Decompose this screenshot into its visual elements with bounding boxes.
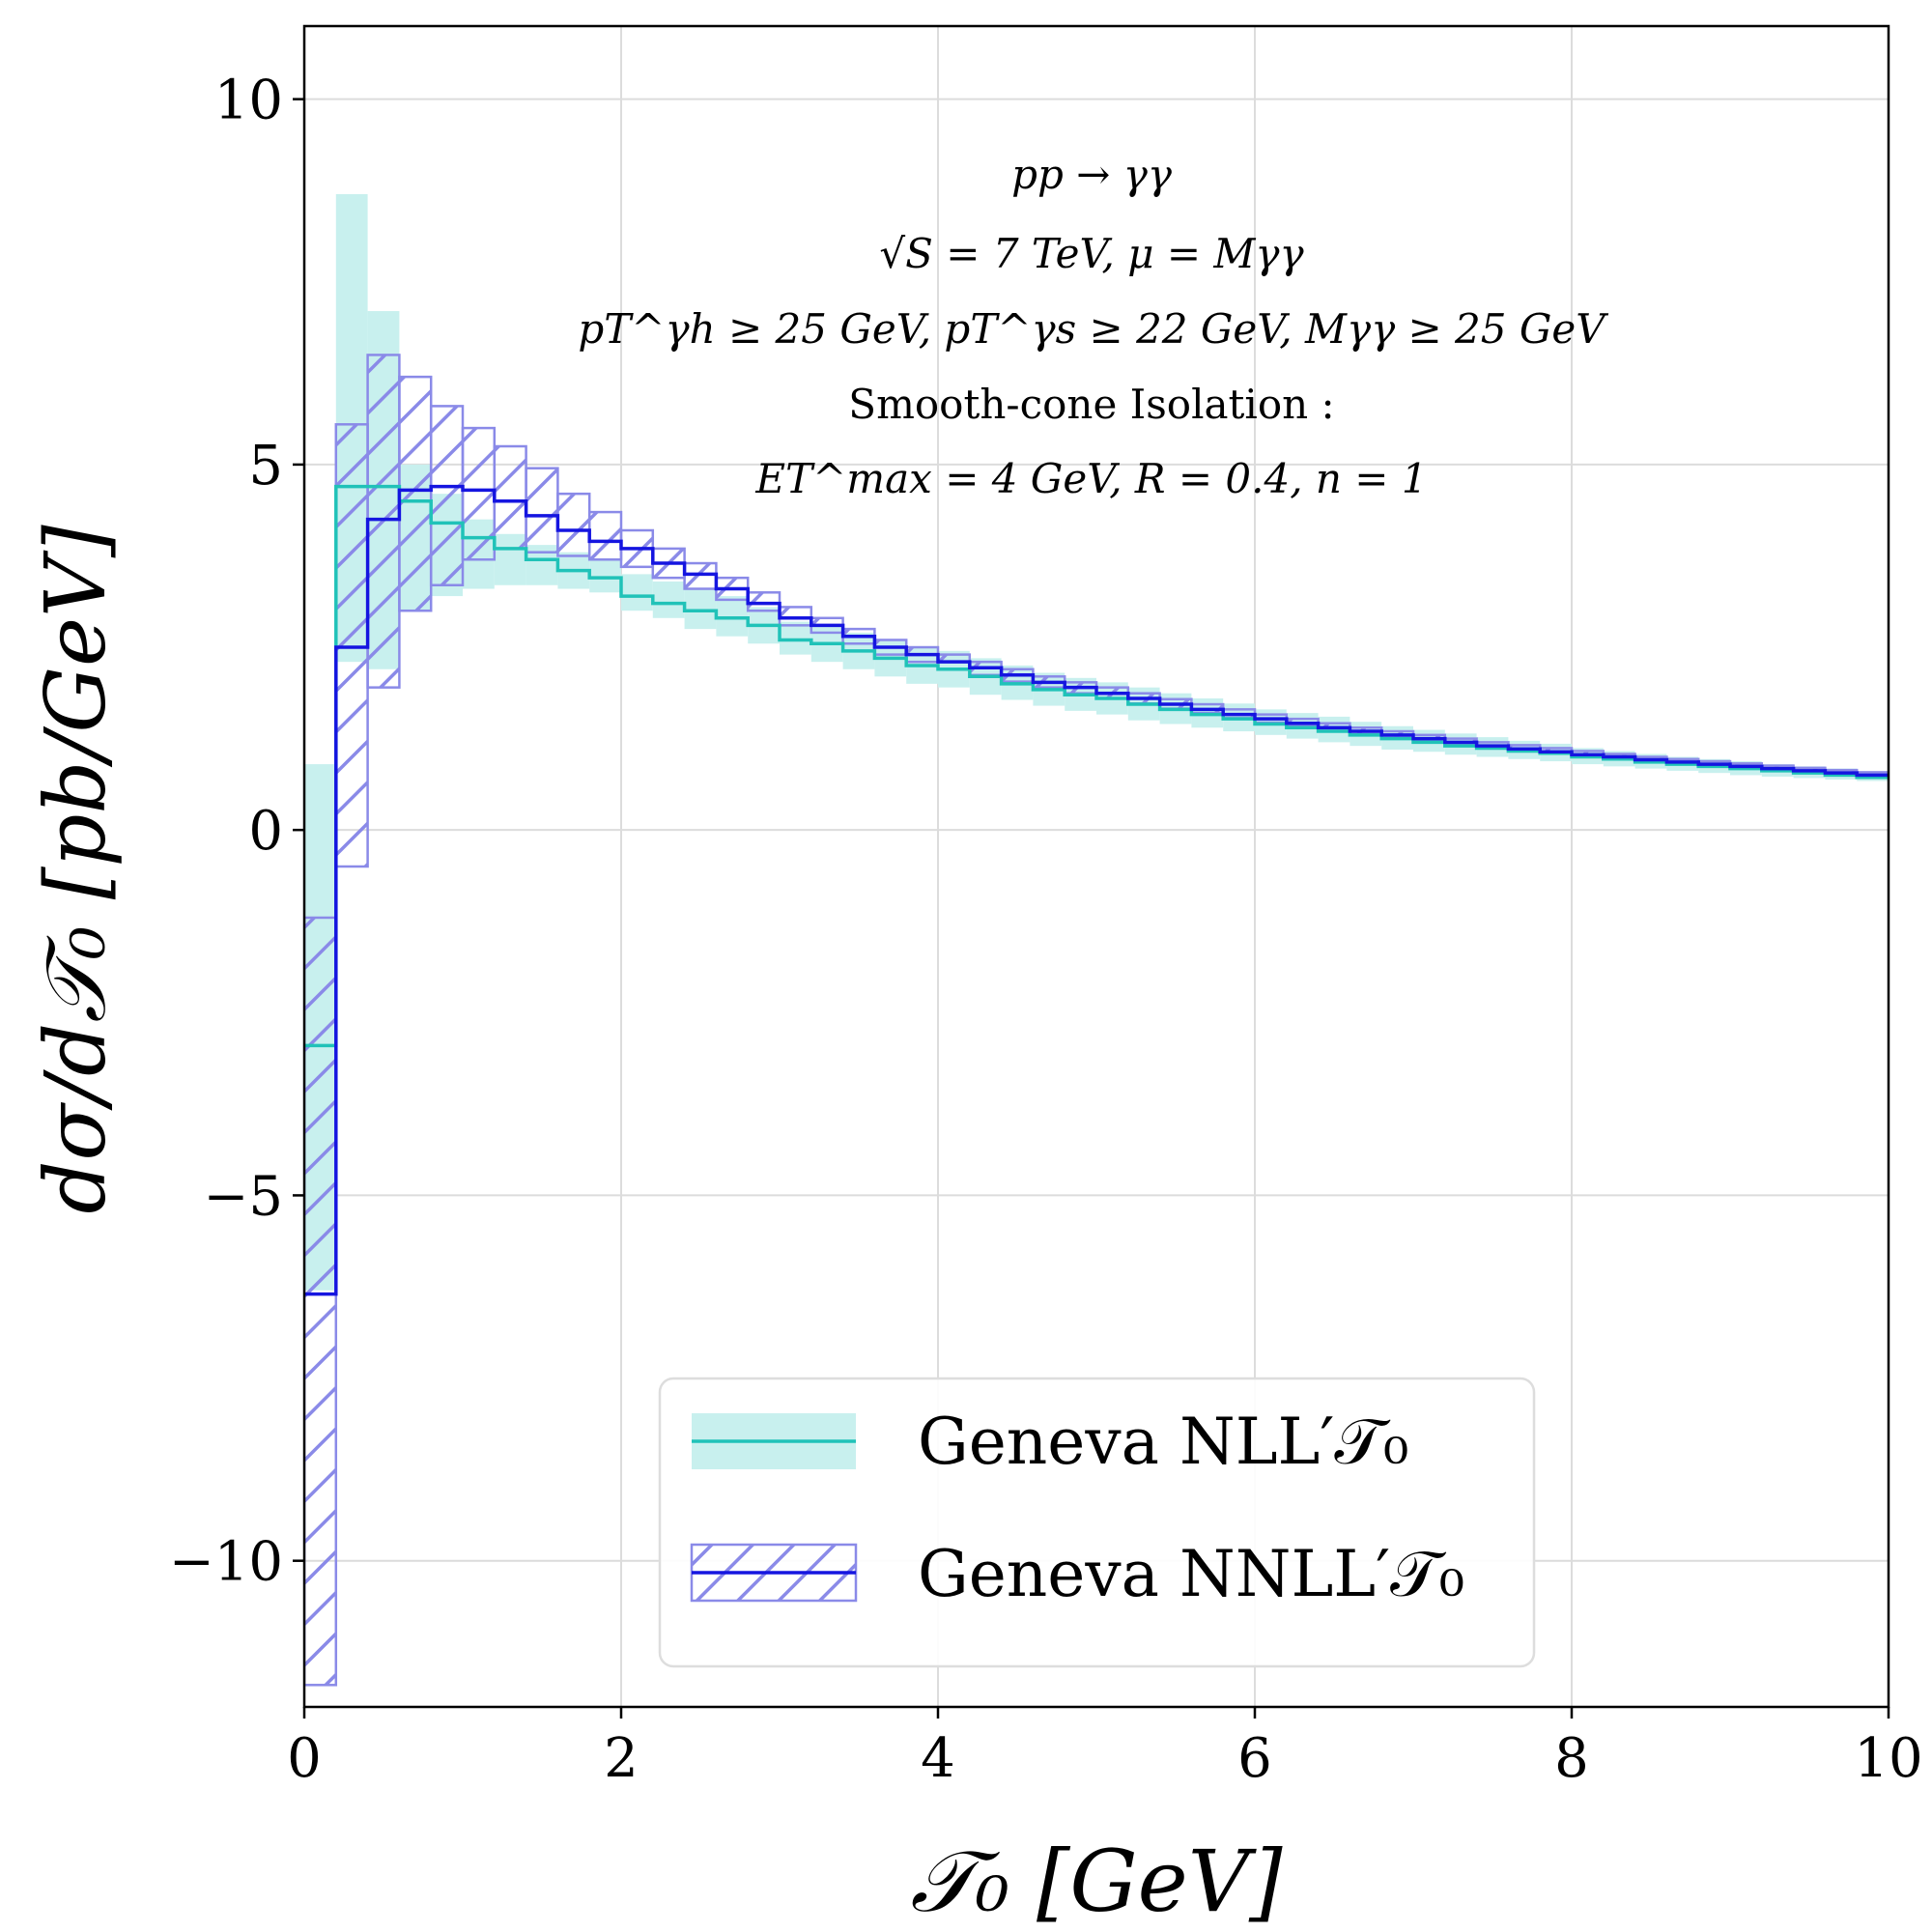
nll-line — [304, 484, 1889, 1048]
y-axis-title: dσ/d𝒯₀ [pb/GeV] — [28, 525, 125, 1214]
legend-box — [658, 1377, 1536, 1668]
plot-frame — [302, 24, 1890, 1709]
y-tick-label: 0 — [248, 800, 283, 863]
legend-nnll-label: Geneva NNLL′𝒯₀ — [918, 1537, 1464, 1611]
band-bin — [366, 354, 401, 689]
band-bin — [683, 561, 718, 590]
y-tick-label: −5 — [203, 1165, 283, 1228]
info-line: pp → γγ — [1011, 151, 1173, 198]
y-tick-label: 10 — [214, 70, 283, 132]
band-bin — [429, 405, 465, 586]
band-bin — [304, 916, 338, 1687]
x-tick-label: 0 — [287, 1727, 322, 1790]
info-line: √S = 7 TeV, μ = Mγγ — [879, 230, 1304, 277]
x-tick-label: 4 — [921, 1727, 955, 1790]
legend-nll-label: Geneva NLL′𝒯₀ — [918, 1405, 1408, 1479]
step-line — [304, 484, 1889, 1048]
x-tick-label: 2 — [604, 1727, 639, 1790]
band-bin — [716, 596, 749, 637]
band-bin — [493, 444, 527, 551]
legend: Geneva NLL′𝒯₀ Geneva NNLL′𝒯₀ — [658, 1377, 1536, 1668]
nnll-line — [304, 484, 1889, 1296]
x-tick-label: 10 — [1854, 1727, 1922, 1790]
band-bin — [556, 492, 591, 557]
band-bin — [587, 510, 623, 561]
band-bin — [334, 423, 369, 868]
y-tick-label: 5 — [248, 435, 283, 497]
band-bin — [746, 591, 781, 612]
grid — [304, 26, 1889, 1707]
info-line: pT^γh ≥ 25 GeV, pT^γs ≥ 22 GeV, Mγγ ≥ 25… — [578, 305, 1608, 353]
info-line: ET^max = 4 GeV, R = 0.4, n = 1 — [754, 455, 1427, 502]
band-bin — [398, 375, 433, 612]
band-bin — [684, 588, 717, 630]
x-tick-label: 6 — [1237, 1727, 1272, 1790]
info-annotation: pp → γγ √S = 7 TeV, μ = Mγγ pT^γh ≥ 25 GeV… — [578, 151, 1608, 502]
band-bin — [525, 467, 559, 554]
step-line — [304, 484, 1889, 1296]
band-bin — [461, 426, 497, 561]
info-line: Smooth-cone Isolation : — [848, 381, 1334, 428]
band-bin — [621, 574, 653, 611]
axis-ticks: 0 2 4 6 8 10 10 5 0 −5 −10 — [169, 70, 1923, 1790]
y-tick-label: −10 — [169, 1531, 283, 1594]
band-bin — [652, 581, 685, 618]
band-bin — [780, 621, 811, 655]
band-bin — [778, 606, 813, 627]
band-bin — [589, 559, 621, 593]
x-tick-label: 8 — [1554, 1727, 1589, 1790]
x-axis-title: 𝒯₀ [GeV] — [910, 1832, 1283, 1931]
